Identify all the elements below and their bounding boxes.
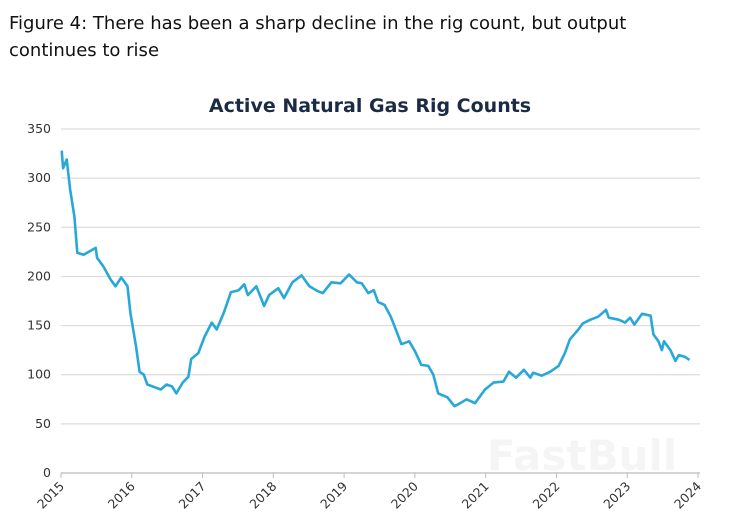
x-tick-label: 2022 bbox=[529, 479, 562, 512]
series-line bbox=[60, 150, 691, 408]
y-tick-label: 250 bbox=[27, 219, 51, 234]
y-tick-label: 200 bbox=[27, 268, 51, 283]
y-tick-label: 350 bbox=[27, 121, 51, 136]
x-tick-label: 2016 bbox=[105, 478, 138, 511]
watermark-logo: FastBull bbox=[487, 431, 677, 480]
x-tick-label: 2015 bbox=[34, 479, 67, 512]
x-tick-label: 2023 bbox=[600, 479, 633, 512]
figure-title: Figure 4: There has been a sharp decline… bbox=[9, 13, 627, 61]
x-tick-label: 2024 bbox=[671, 478, 704, 511]
x-tick-label: 2017 bbox=[176, 479, 209, 512]
y-tick-label: 0 bbox=[43, 465, 51, 480]
chart-title: Active Natural Gas Rig Counts bbox=[209, 95, 531, 117]
x-tick-label: 2020 bbox=[388, 478, 421, 511]
x-tick-label: 2019 bbox=[317, 478, 350, 511]
y-tick-label: 50 bbox=[35, 416, 51, 431]
y-tick-label: 100 bbox=[27, 367, 51, 382]
x-tick-label: 2021 bbox=[459, 479, 492, 512]
x-tick-label: 2018 bbox=[246, 478, 279, 511]
y-tick-label: 300 bbox=[27, 170, 51, 185]
y-tick-label: 150 bbox=[27, 318, 51, 333]
